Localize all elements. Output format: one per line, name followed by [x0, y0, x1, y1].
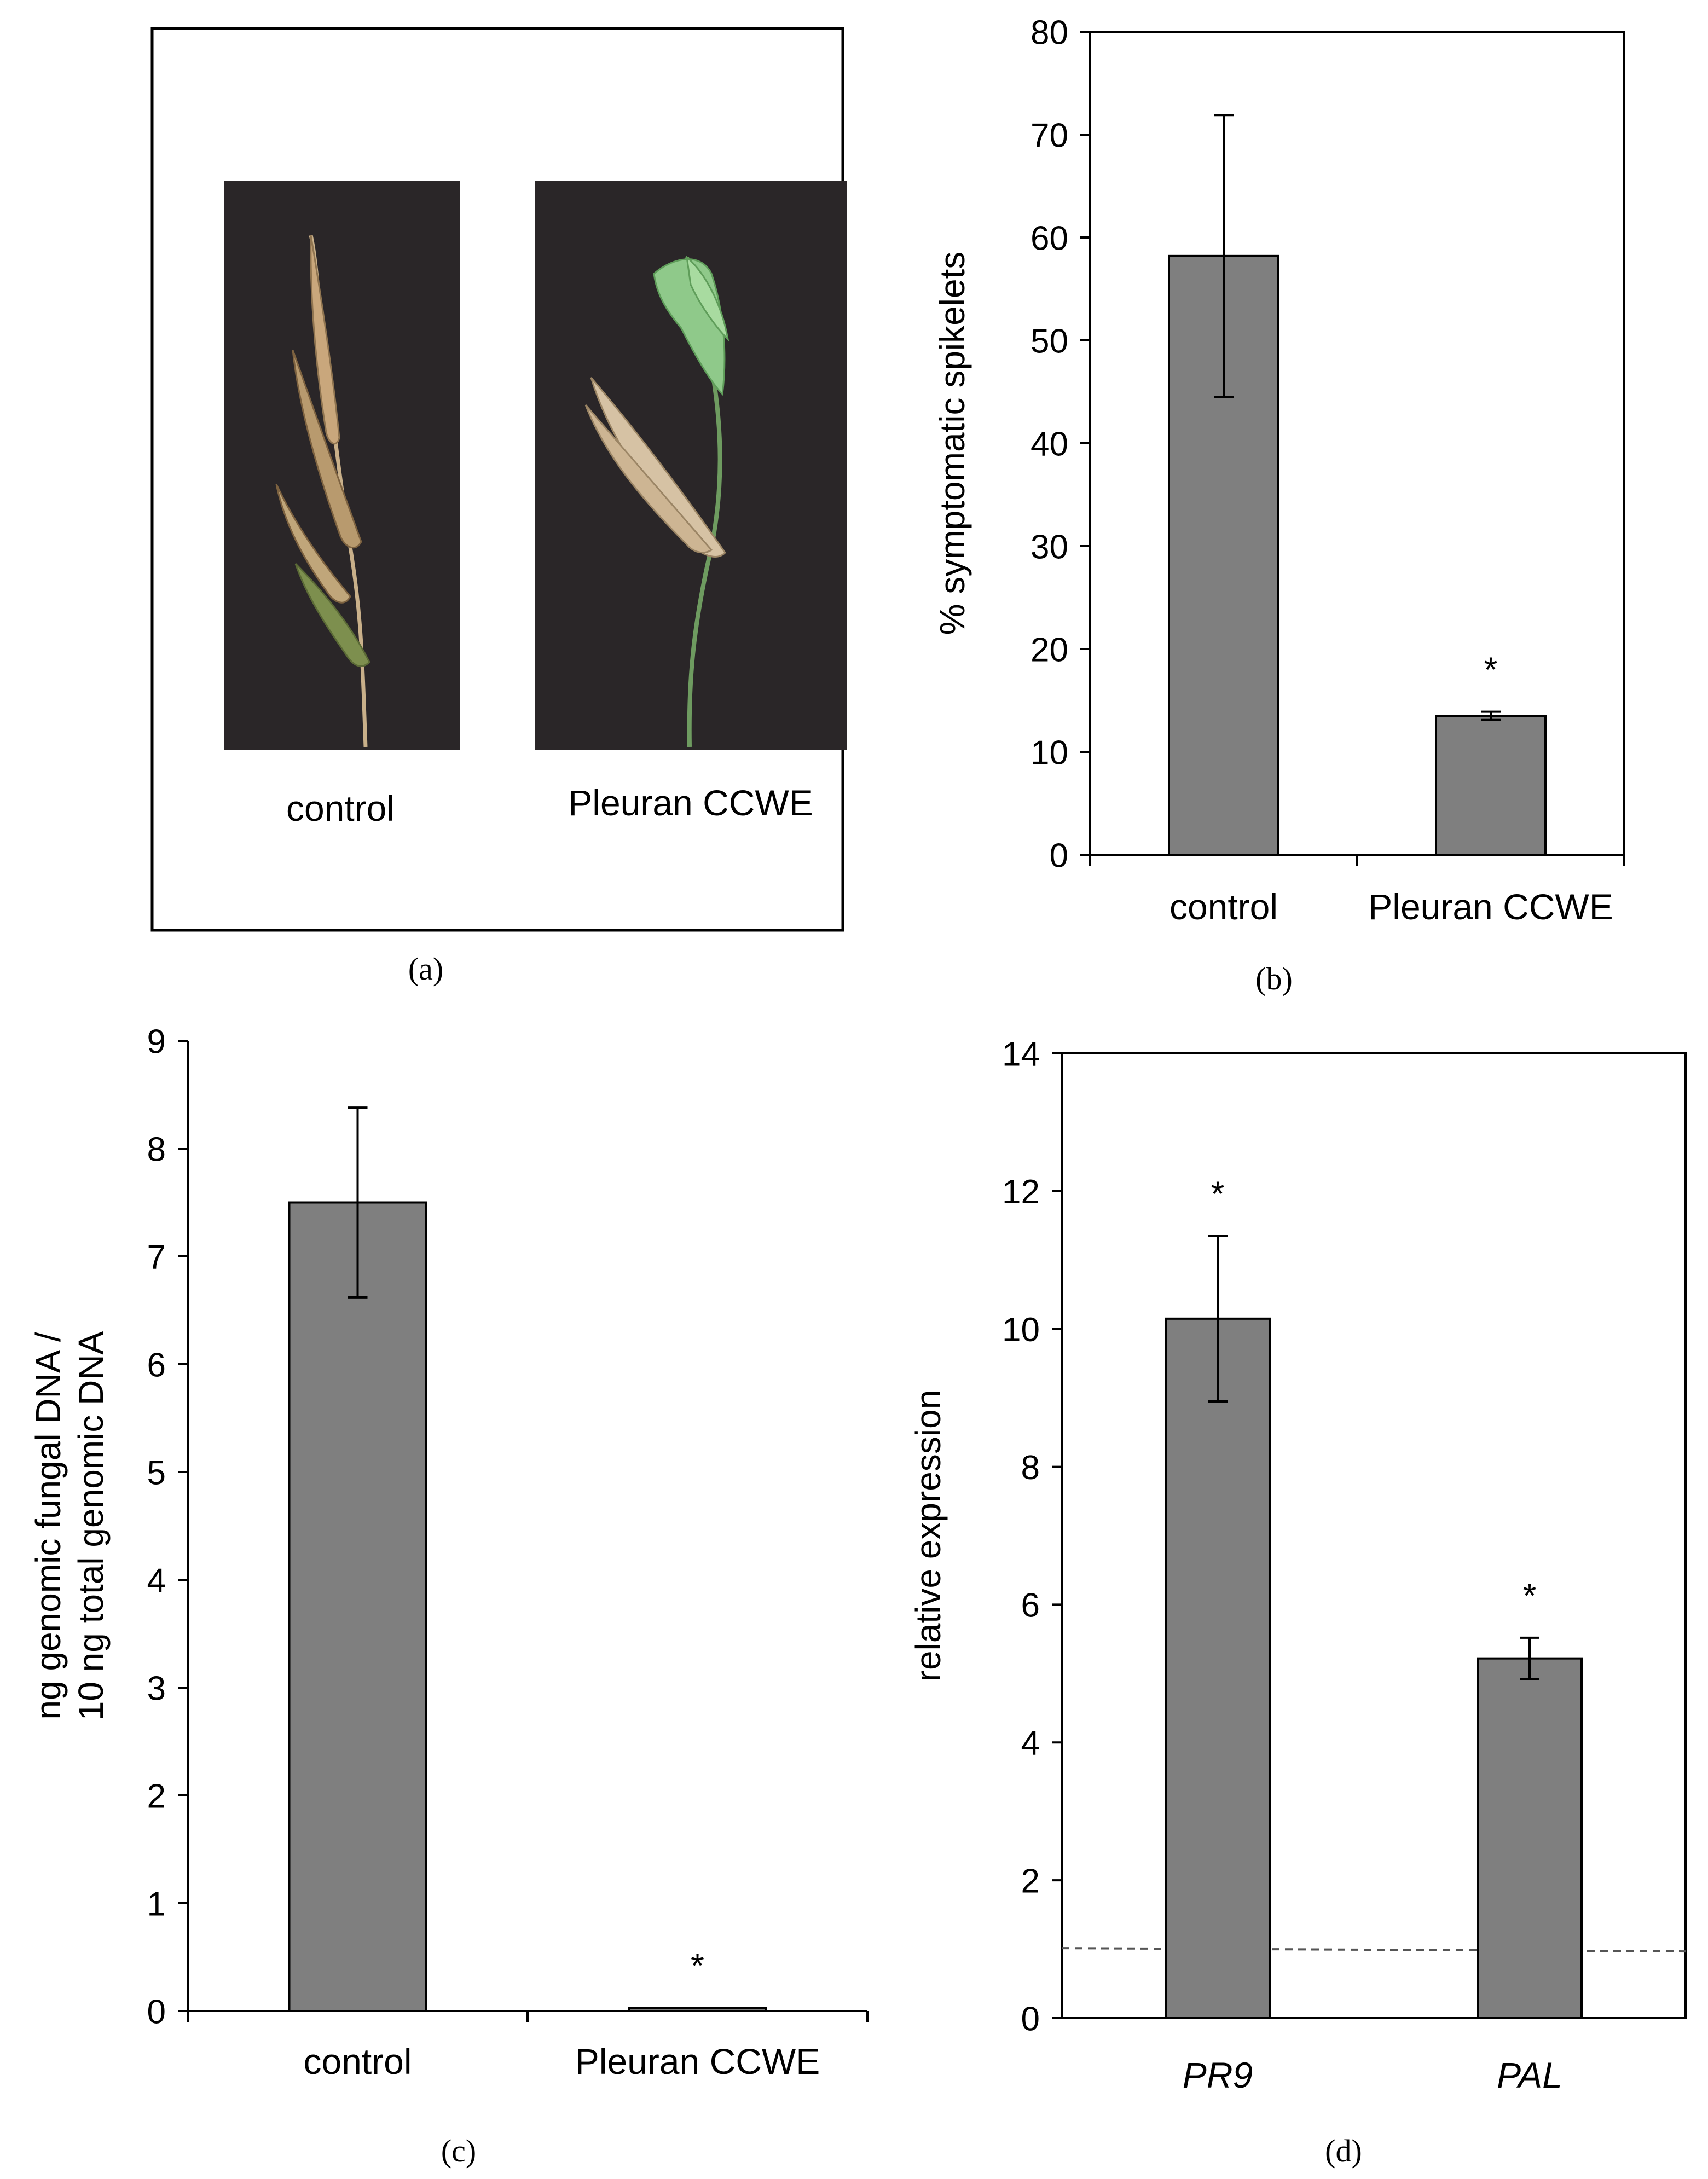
y-axis-label: % symptomatic spikelets — [933, 252, 972, 635]
y-tick-label: 3 — [147, 1670, 166, 1707]
y-axis-label: 10 ng total genomic DNA — [71, 1331, 111, 1720]
y-tick-label: 50 — [1030, 322, 1068, 360]
y-tick-label: 6 — [1021, 1587, 1040, 1625]
panel-label-a: (a) — [408, 951, 443, 987]
bar — [1165, 1317, 1271, 2019]
significance-marker: * — [1484, 650, 1498, 689]
control-spikelet-bottom — [294, 563, 370, 667]
y-tick-label: 10 — [1002, 1311, 1040, 1349]
photo-label-control: control — [286, 788, 395, 828]
plot-frame — [1061, 1052, 1687, 2019]
y-tick-label: 2 — [1021, 1862, 1040, 1900]
pleuran-spike-photo: Pleuran CCWE — [535, 181, 847, 823]
y-tick-label: 6 — [147, 1346, 166, 1384]
reference-line — [1061, 1947, 1686, 1953]
y-tick-label: 70 — [1030, 117, 1068, 154]
significance-marker: * — [1523, 1576, 1537, 1615]
y-tick-label: 7 — [147, 1238, 166, 1276]
control-spikelet-top — [310, 235, 340, 445]
y-tick-label: 60 — [1030, 219, 1068, 257]
y-tick-label: 0 — [1021, 2000, 1040, 2038]
y-tick-label: 1 — [147, 1885, 166, 1923]
pleuran-green-spikelets-2 — [685, 255, 729, 342]
y-tick-label: 80 — [1030, 14, 1068, 51]
y-tick-label: 4 — [1021, 1725, 1040, 1763]
y-axis-label: relative expression — [908, 1390, 948, 1682]
y-tick-label: 2 — [147, 1777, 166, 1815]
panel-a-photos: control Pleuran CCWE (a) — [150, 27, 847, 987]
bar — [628, 2007, 767, 2013]
y-tick-label: 20 — [1030, 631, 1068, 669]
chart-b: 0 10 20 30 40 50 60 70 80 control * Pleuran CCWE % s… — [933, 14, 1625, 927]
control-spikelet-middle — [292, 350, 362, 549]
photo-label-pleuran: Pleuran CCWE — [568, 783, 813, 823]
y-tick-label: 0 — [147, 1993, 166, 2031]
control-spikelet-lower — [275, 484, 351, 604]
y-tick-label: 9 — [147, 1023, 166, 1060]
bar — [1477, 1657, 1583, 2019]
x-category-label: control — [303, 2041, 412, 2082]
y-tick-label: 5 — [147, 1454, 166, 1492]
y-tick-label: 12 — [1002, 1173, 1040, 1211]
chart-c: 0 1 2 3 4 5 6 7 8 9 control * Pleuran CCWE ng genomic… — [28, 1023, 869, 2082]
significance-marker: * — [1211, 1174, 1225, 1214]
x-category-label: Pleuran CCWE — [575, 2041, 820, 2082]
y-axis-label: ng genomic fungal DNA / — [28, 1332, 68, 1719]
y-tick-label: 8 — [147, 1131, 166, 1168]
pleuran-brown-spikelet-2 — [584, 404, 713, 554]
x-category-label: Pleuran CCWE — [1368, 886, 1613, 927]
y-tick-label: 10 — [1030, 734, 1068, 772]
chart-d: 0 2 4 6 8 10 12 14 * PR9 * PAL relative expression — [908, 1035, 1687, 2095]
significance-marker: * — [691, 1946, 704, 1985]
y-tick-label: 4 — [147, 1562, 166, 1600]
y-tick-label: 30 — [1030, 528, 1068, 566]
y-tick-label: 0 — [1050, 837, 1068, 874]
y-tick-label: 40 — [1030, 425, 1068, 463]
panel-label-b: (b) — [1255, 961, 1293, 996]
bar — [288, 1201, 427, 2012]
x-category-label: control — [1169, 886, 1278, 927]
control-spike-photo: control — [224, 181, 460, 828]
panel-label-c: (c) — [441, 2133, 476, 2169]
control-photo-background — [224, 181, 460, 750]
bar — [1435, 715, 1547, 856]
panel-label-d: (d) — [1325, 2133, 1362, 2169]
x-category-label: PAL — [1497, 2055, 1562, 2095]
y-tick-label: 14 — [1002, 1035, 1040, 1073]
y-tick-label: 8 — [1021, 1449, 1040, 1487]
x-category-label: PR9 — [1183, 2055, 1253, 2095]
